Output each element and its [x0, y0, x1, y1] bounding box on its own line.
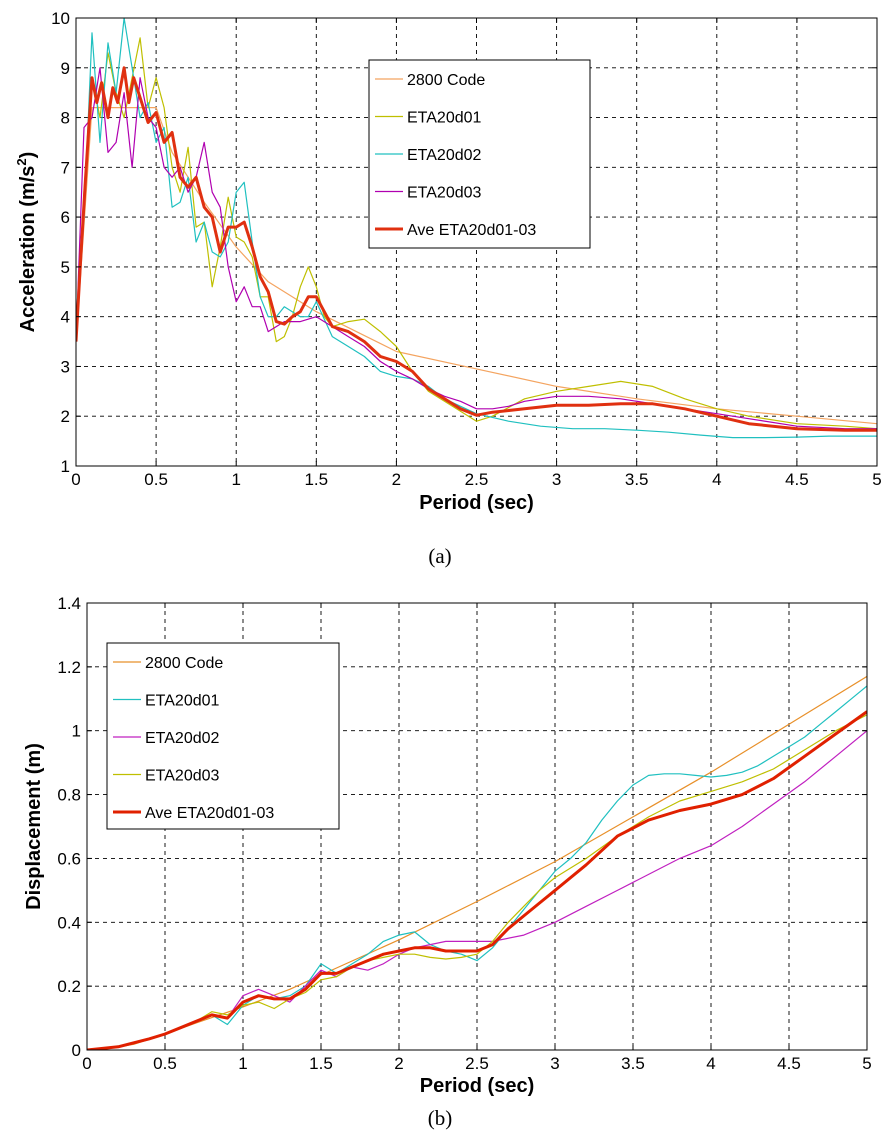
series-group	[76, 18, 877, 439]
y-axis-label-main: Displacement (m)	[23, 743, 45, 910]
x-tick-label: 0	[82, 1054, 91, 1073]
y-tick-label: 0.6	[57, 849, 81, 868]
series-line-5	[76, 66, 877, 432]
legend-box	[368, 59, 591, 249]
y-tick-label: 0	[72, 1041, 81, 1060]
x-tick-label: 4	[706, 1054, 715, 1073]
legend-label-3: ETA20d02	[145, 730, 220, 747]
legend-label-4: ETA20d03	[407, 185, 482, 202]
y-axis-label: Acceleration (m/s2)	[14, 152, 39, 333]
y-tick-label: 0.4	[57, 913, 81, 932]
legend: 2800 Code ETA20d01 ETA20d02 ETA20d03 Ave ETA…	[368, 59, 591, 249]
y-tick-label: 0.2	[57, 977, 81, 996]
legend-label-2: ETA20d01	[145, 693, 220, 710]
x-tick-label: 3.5	[625, 470, 649, 489]
ticks: 0 0.5 1 1.5 2 2.5 3 3.5 4 4.5 5 0 0.2 0.4 0.6 0.8 1 1.2 1.…	[57, 594, 871, 1073]
legend-label-1: 2800 Code	[145, 655, 223, 672]
x-tick-label: 1	[231, 470, 240, 489]
legend-label-3: ETA20d02	[407, 147, 482, 164]
legend-box	[106, 642, 340, 830]
ticks: 0 0.5 1 1.5 2 2.5 3 3.5 4 4.5 5 1 2 3 4 5 6 7 8 9 10	[51, 9, 882, 489]
x-tick-label: 4.5	[777, 1054, 801, 1073]
legend: 2800 Code ETA20d01 ETA20d02 ETA20d03 Ave ETA…	[106, 642, 340, 830]
y-tick-label: 10	[51, 9, 70, 28]
y-tick-label: 2	[61, 407, 70, 426]
legend-label-5: Ave ETA20d01-03	[407, 222, 536, 239]
x-tick-label: 3	[550, 1054, 559, 1073]
series-line-3	[76, 18, 877, 439]
y-tick-label: 0.8	[57, 786, 81, 805]
x-tick-label: 0	[71, 470, 80, 489]
x-tick-label: 2	[394, 1054, 403, 1073]
y-tick-label: 1.4	[57, 594, 81, 613]
x-tick-label: 4	[712, 470, 721, 489]
y-tick-label: 9	[61, 59, 70, 78]
x-tick-label: 2.5	[465, 1054, 489, 1073]
y-tick-label: 4	[61, 308, 70, 327]
x-tick-label: 5	[872, 470, 881, 489]
x-tick-label: 0.5	[144, 470, 168, 489]
x-tick-label: 3.5	[621, 1054, 645, 1073]
series-group	[87, 675, 867, 1050]
legend-label-4: ETA20d03	[145, 768, 220, 785]
x-tick-label: 1	[238, 1054, 247, 1073]
y-tick-label: 1	[61, 457, 70, 476]
series-line-2	[76, 37, 877, 430]
x-axis-label: Period (sec)	[419, 492, 533, 514]
y-tick-label: 5	[61, 258, 70, 277]
x-tick-label: 1.5	[304, 470, 328, 489]
y-axis-label-sup: 2	[14, 158, 29, 165]
y-tick-label: 1	[72, 722, 81, 741]
x-tick-label: 0.5	[153, 1054, 177, 1073]
x-tick-label: 2.5	[465, 470, 489, 489]
figure-caption: (b)	[428, 1106, 453, 1130]
y-tick-label: 8	[61, 109, 70, 128]
y-axis-label-end: )	[17, 152, 39, 159]
chart-1: 0 0.5 1 1.5 2 2.5 3 3.5 4 4.5 5 1 2 3 4 5 6 7 8 9 10 Period (…	[14, 9, 882, 568]
legend-label-1: 2800 Code	[407, 72, 485, 89]
y-axis-label: Displacement (m)	[23, 743, 45, 910]
y-tick-label: 3	[61, 357, 70, 376]
y-tick-label: 6	[61, 208, 70, 227]
x-axis-label: Period (sec)	[420, 1075, 534, 1097]
y-axis-label-main: Acceleration (m/s	[17, 166, 39, 333]
y-tick-label: 1.2	[57, 658, 81, 677]
series-line-1	[76, 107, 877, 425]
series-line-5	[87, 710, 867, 1050]
legend-label-2: ETA20d01	[407, 110, 482, 127]
x-tick-label: 2	[392, 470, 401, 489]
x-tick-label: 4.5	[785, 470, 809, 489]
legend-label-5: Ave ETA20d01-03	[145, 805, 274, 822]
x-tick-label: 3	[552, 470, 561, 489]
x-tick-label: 5	[862, 1054, 871, 1073]
chart-2: 0 0.5 1 1.5 2 2.5 3 3.5 4 4.5 5 0 0.2 0.4 0.6 0.8 1 1.2 1.…	[23, 594, 872, 1130]
figure-caption: (a)	[428, 544, 451, 568]
series-line-4	[87, 714, 867, 1050]
series-line-4	[76, 67, 877, 430]
x-tick-label: 1.5	[309, 1054, 333, 1073]
y-tick-label: 7	[61, 158, 70, 177]
